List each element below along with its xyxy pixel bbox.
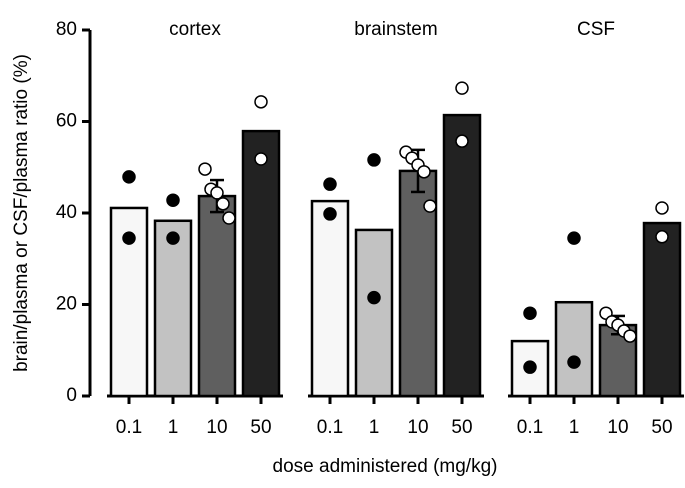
- x-tick-label: 0.1: [116, 417, 142, 438]
- y-tick-label: 40: [56, 202, 77, 223]
- y-tick-label: 80: [56, 19, 77, 40]
- group-title: CSF: [577, 19, 615, 40]
- data-point: [166, 193, 180, 207]
- x-tick-label: 50: [651, 417, 672, 438]
- y-tick-label: 20: [56, 294, 77, 315]
- x-tick-label: 1: [168, 417, 179, 438]
- data-point: [655, 201, 669, 215]
- data-point: [323, 177, 337, 191]
- data-point: [210, 186, 224, 200]
- data-point: [523, 306, 537, 320]
- x-tick-label: 0.1: [517, 417, 543, 438]
- bar: [442, 113, 482, 398]
- data-point: [122, 170, 136, 184]
- x-tick-label: 10: [607, 417, 628, 438]
- x-tick-label: 50: [451, 417, 472, 438]
- group-title: brainstem: [354, 19, 437, 40]
- data-point: [367, 290, 381, 305]
- y-axis-label: brain/plasma or CSF/plasma ratio (%): [11, 54, 32, 372]
- x-axis-label: dose administered (mg/kg): [273, 456, 498, 477]
- data-point: [655, 230, 669, 244]
- bar: [354, 228, 394, 398]
- y-tick-label: 0: [66, 385, 77, 406]
- data-point: [122, 231, 136, 245]
- data-point: [623, 329, 637, 343]
- x-tick-label: 1: [369, 417, 380, 438]
- data-point: [455, 81, 469, 95]
- data-point: [523, 360, 537, 374]
- x-tick-label: 50: [250, 417, 271, 438]
- bar: [153, 219, 193, 398]
- x-tick-label: 10: [206, 417, 227, 438]
- data-point: [567, 355, 581, 369]
- data-point: [367, 153, 381, 167]
- data-point: [166, 231, 180, 245]
- x-tick-label: 1: [569, 417, 580, 438]
- bar: [642, 221, 682, 398]
- data-point: [323, 207, 337, 221]
- data-point: [254, 95, 268, 109]
- data-point: [423, 199, 437, 213]
- bar: [197, 194, 237, 398]
- data-point: [254, 152, 268, 166]
- group-title: cortex: [169, 19, 221, 40]
- x-tick-label: 10: [407, 417, 428, 438]
- bar: [241, 129, 281, 398]
- data-point: [567, 231, 581, 245]
- y-tick-label: 60: [56, 111, 77, 132]
- data-point: [216, 197, 230, 211]
- x-tick-label: 0.1: [317, 417, 343, 438]
- bar: [310, 199, 350, 398]
- data-point: [455, 134, 469, 148]
- data-point: [198, 162, 212, 176]
- data-point: [417, 165, 431, 179]
- bar: [554, 300, 594, 398]
- data-point: [222, 211, 236, 225]
